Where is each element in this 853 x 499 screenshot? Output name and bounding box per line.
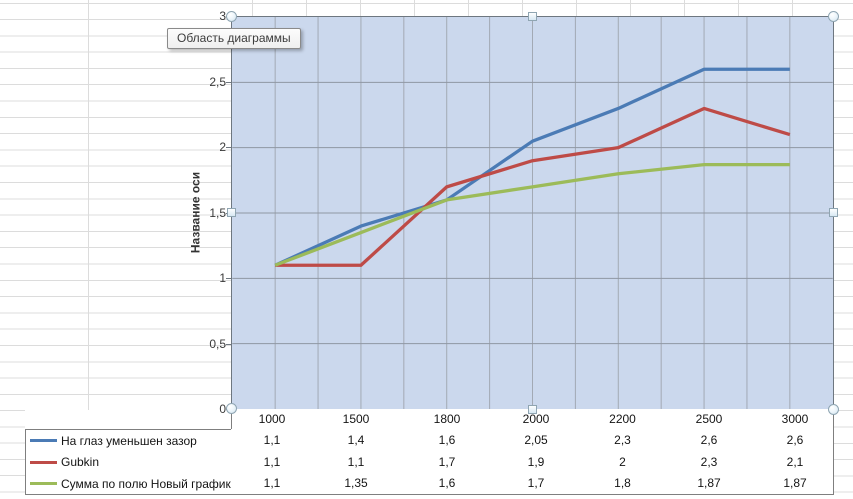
table-value-cell: 1,1 bbox=[314, 451, 399, 474]
sheet-gridline bbox=[360, 0, 361, 16]
plot-area[interactable] bbox=[231, 16, 834, 410]
sheet-gridline bbox=[468, 0, 469, 16]
sheet-gridline bbox=[576, 0, 577, 16]
selection-handle-se[interactable] bbox=[828, 404, 839, 415]
sheet-gridline-rows-left bbox=[0, 19, 231, 410]
sheet-gridline bbox=[306, 0, 307, 16]
sheet-gridline bbox=[414, 0, 415, 16]
table-value-cell: 2,6 bbox=[670, 429, 749, 452]
sheet-gridline bbox=[792, 0, 793, 16]
sheet-gridline bbox=[0, 3, 853, 4]
selection-handle-ne[interactable] bbox=[828, 11, 839, 22]
y-axis-title: Название оси bbox=[188, 171, 203, 254]
legend-key-line bbox=[30, 439, 57, 442]
sheet-gridline bbox=[738, 0, 739, 16]
chart-canvas bbox=[232, 17, 833, 409]
table-value-cell: 1,4 bbox=[314, 429, 399, 452]
y-axis-tick-mark bbox=[226, 147, 231, 148]
y-axis-tick-label: 0,5 bbox=[209, 336, 226, 351]
table-value-cell: 1,6 bbox=[404, 473, 491, 495]
table-value-cell: 2,05 bbox=[497, 429, 576, 452]
table-value-cell: 2,3 bbox=[670, 451, 749, 474]
table-value-cell: 2,6 bbox=[757, 429, 834, 452]
table-value-cell: 1,1 bbox=[238, 451, 307, 474]
x-axis-category-cell: 3000 bbox=[757, 409, 834, 430]
sheet-gridline-rows-bottomleft bbox=[0, 410, 25, 499]
legend-cell: Сумма по полю Новый график bbox=[25, 473, 232, 495]
x-axis-category-cell: 2200 bbox=[583, 409, 663, 430]
sheet-gridline-rows-right bbox=[834, 19, 853, 499]
sheet-gridline bbox=[630, 0, 631, 16]
legend-series-name: На глаз уменьшен зазор bbox=[61, 433, 197, 448]
y-axis-tick-mark bbox=[226, 278, 231, 279]
y-axis-tick-mark bbox=[226, 82, 231, 83]
tooltip-text: Область диаграммы bbox=[177, 31, 291, 45]
y-axis-tick-mark bbox=[226, 344, 231, 345]
y-axis-tick-label: 2,5 bbox=[209, 74, 226, 89]
sheet-gridline bbox=[684, 0, 685, 16]
table-value-cell: 1,35 bbox=[314, 473, 399, 495]
chart-area-tooltip: Область диаграммы bbox=[167, 28, 301, 49]
selection-handle-s[interactable] bbox=[528, 405, 537, 414]
legend-series-name: Сумма по полю Новый график bbox=[61, 476, 231, 491]
y-axis-tick-label: 1,5 bbox=[209, 205, 226, 220]
x-axis-category-cell: 1500 bbox=[314, 409, 399, 430]
table-value-cell: 2,3 bbox=[583, 429, 663, 452]
table-value-cell: 1,87 bbox=[670, 473, 749, 495]
y-axis-tick-label: 1 bbox=[219, 271, 226, 285]
table-value-cell: 2,1 bbox=[757, 451, 834, 474]
sheet-gridline bbox=[252, 0, 253, 16]
x-axis-category-cell: 2500 bbox=[670, 409, 749, 430]
selection-handle-sw[interactable] bbox=[226, 403, 237, 414]
legend-series-name: Gubkin bbox=[61, 455, 100, 469]
table-value-cell: 1,7 bbox=[497, 473, 576, 495]
legend-cell: На глаз уменьшен зазор bbox=[25, 429, 232, 452]
series-line-3[interactable] bbox=[274, 162, 790, 267]
table-value-cell: 2 bbox=[583, 451, 663, 474]
table-value-cell: 1,7 bbox=[404, 451, 491, 474]
table-value-cell: 1,6 bbox=[404, 429, 491, 452]
x-axis-category-cell: 1000 bbox=[238, 409, 307, 430]
selection-handle-nw[interactable] bbox=[226, 11, 237, 22]
selection-handle-n[interactable] bbox=[528, 12, 537, 21]
legend-key-line bbox=[30, 460, 57, 464]
legend-key-line bbox=[30, 482, 57, 485]
legend-cell: Gubkin bbox=[25, 451, 232, 474]
sheet-gridline bbox=[88, 0, 89, 410]
sheet-gridline bbox=[522, 0, 523, 16]
table-value-cell: 1,1 bbox=[238, 429, 307, 452]
y-axis-tick-label: 2 bbox=[219, 140, 226, 154]
series-line-1[interactable] bbox=[274, 67, 790, 267]
table-value-cell: 1,1 bbox=[238, 473, 307, 495]
y-axis-tick-label: 3 bbox=[219, 9, 226, 23]
y-axis-tick-label: 0 bbox=[219, 402, 226, 416]
table-value-cell: 1,87 bbox=[757, 473, 834, 495]
selection-handle-e[interactable] bbox=[829, 208, 838, 217]
x-axis-category-cell: 1800 bbox=[404, 409, 491, 430]
table-value-cell: 1,9 bbox=[497, 451, 576, 474]
table-value-cell: 1,8 bbox=[583, 473, 663, 495]
series-line-2[interactable] bbox=[275, 106, 791, 267]
selection-handle-w[interactable] bbox=[227, 208, 236, 217]
